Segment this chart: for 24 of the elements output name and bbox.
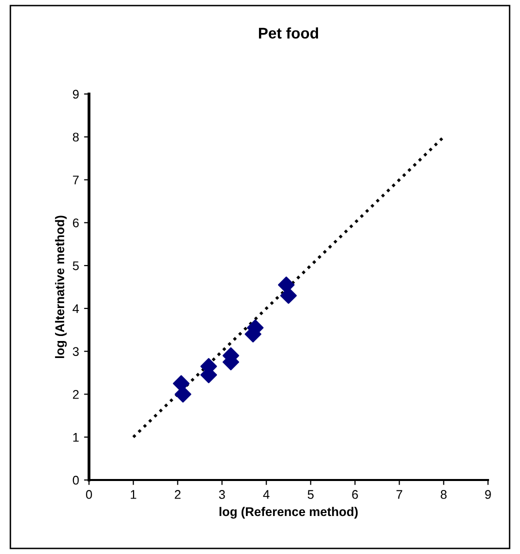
y-tick-label: 2: [72, 390, 79, 399]
x-tick-label: 3: [219, 490, 225, 499]
x-tick-label: 1: [130, 490, 136, 499]
x-tick-label: 2: [174, 490, 181, 499]
point: [280, 287, 297, 304]
x-tick-label: 9: [485, 490, 491, 499]
y-tick-label: 6: [72, 218, 79, 228]
x-axis-title: log (Reference method): [220, 506, 358, 519]
x-tick-label: 7: [396, 490, 402, 499]
y-tick-label: 9: [72, 90, 79, 99]
y-tick-label: 3: [72, 347, 79, 356]
y-tick-label: 8: [72, 132, 79, 142]
x-tick-label: 6: [352, 490, 358, 499]
chart-title: Pet food: [258, 27, 318, 39]
y-tick-label: 7: [72, 176, 79, 184]
y-tick-label: 1: [73, 433, 79, 442]
x-tick-label: 5: [308, 490, 314, 499]
x-tick-label: 4: [263, 490, 270, 499]
y-tick-label: 0: [72, 476, 79, 485]
y-tick-label: 5: [72, 261, 79, 270]
x-tick-label: 0: [86, 490, 92, 499]
y-axis-title: log (Alternative method): [55, 216, 67, 358]
y-tick-label: 4: [72, 304, 79, 313]
x-tick-label: 8: [440, 490, 447, 499]
